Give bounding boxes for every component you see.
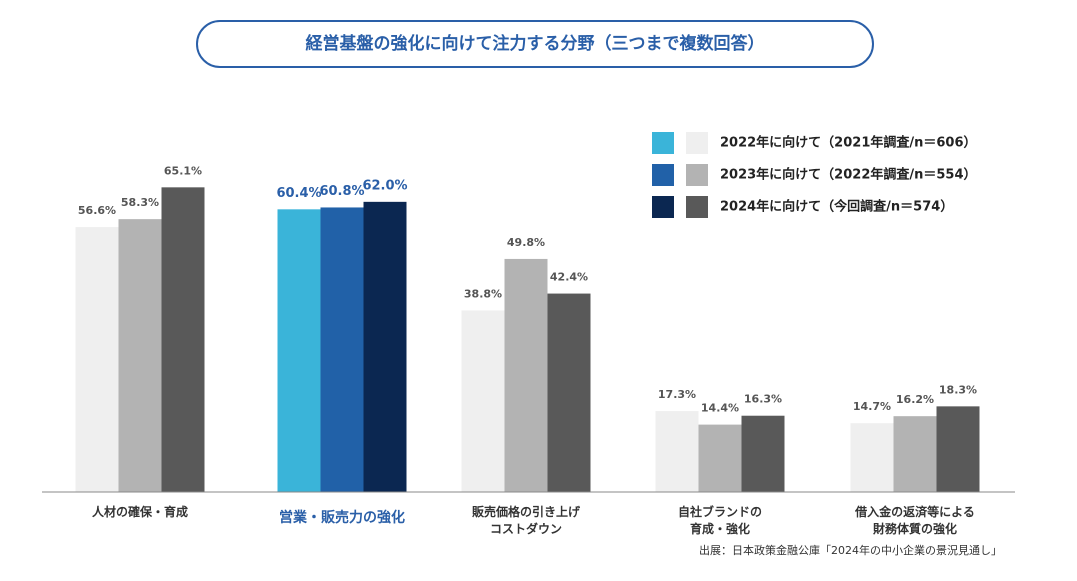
value-label: 62.0%	[362, 178, 407, 193]
bar	[547, 293, 591, 492]
value-label: 38.8%	[464, 287, 502, 300]
legend-swatch	[652, 164, 674, 186]
legend-label: 2022年に向けて（2021年調査/n＝606）	[720, 135, 977, 151]
legend-swatch	[652, 132, 674, 154]
legend-label: 2024年に向けて（今回調査/n＝574）	[720, 199, 953, 215]
legend-swatch	[686, 164, 708, 186]
value-label: 60.4%	[276, 186, 321, 201]
bar	[850, 423, 894, 492]
bar	[277, 209, 321, 492]
bar	[504, 258, 548, 492]
value-label: 14.7%	[853, 400, 891, 413]
value-label: 60.8%	[319, 184, 364, 199]
chart-title: 経営基盤の強化に向けて注力する分野（三つまで複数回答）	[196, 20, 874, 68]
value-label: 16.3%	[744, 393, 782, 406]
value-label: 16.2%	[896, 393, 934, 406]
bar	[698, 424, 742, 492]
legend-swatch	[652, 196, 674, 218]
value-label: 18.3%	[939, 383, 977, 396]
legend-swatch	[686, 196, 708, 218]
legend-swatch	[686, 132, 708, 154]
value-label: 56.6%	[78, 204, 116, 217]
x-tick-label: 販売価格の引き上げ コストダウン	[471, 505, 580, 536]
bar	[741, 415, 785, 492]
x-tick-label: 自社ブランドの 育成・強化	[677, 505, 762, 536]
bar	[893, 416, 937, 492]
bar	[118, 219, 162, 492]
value-label: 65.1%	[164, 164, 202, 177]
bar	[461, 310, 505, 492]
source-note: 出展：日本政策金融公庫「2024年の中小企業の景況見通し」	[699, 544, 1002, 557]
value-label: 14.4%	[701, 402, 739, 415]
bar	[75, 227, 119, 492]
bar	[363, 201, 407, 492]
bar	[161, 187, 205, 492]
x-tick-label: 人材の確保・育成	[91, 505, 188, 519]
x-tick-label: 営業・販売力の強化	[279, 510, 405, 526]
bar	[936, 406, 980, 492]
value-label: 49.8%	[507, 236, 545, 249]
value-label: 42.4%	[550, 271, 588, 284]
value-label: 58.3%	[121, 196, 159, 209]
x-tick-label: 借入金の返済等による 財務体質の強化	[855, 505, 975, 536]
legend-label: 2023年に向けて（2022年調査/n＝554）	[720, 167, 977, 183]
bar	[320, 207, 364, 492]
bar	[655, 411, 699, 492]
value-label: 17.3%	[658, 388, 696, 401]
